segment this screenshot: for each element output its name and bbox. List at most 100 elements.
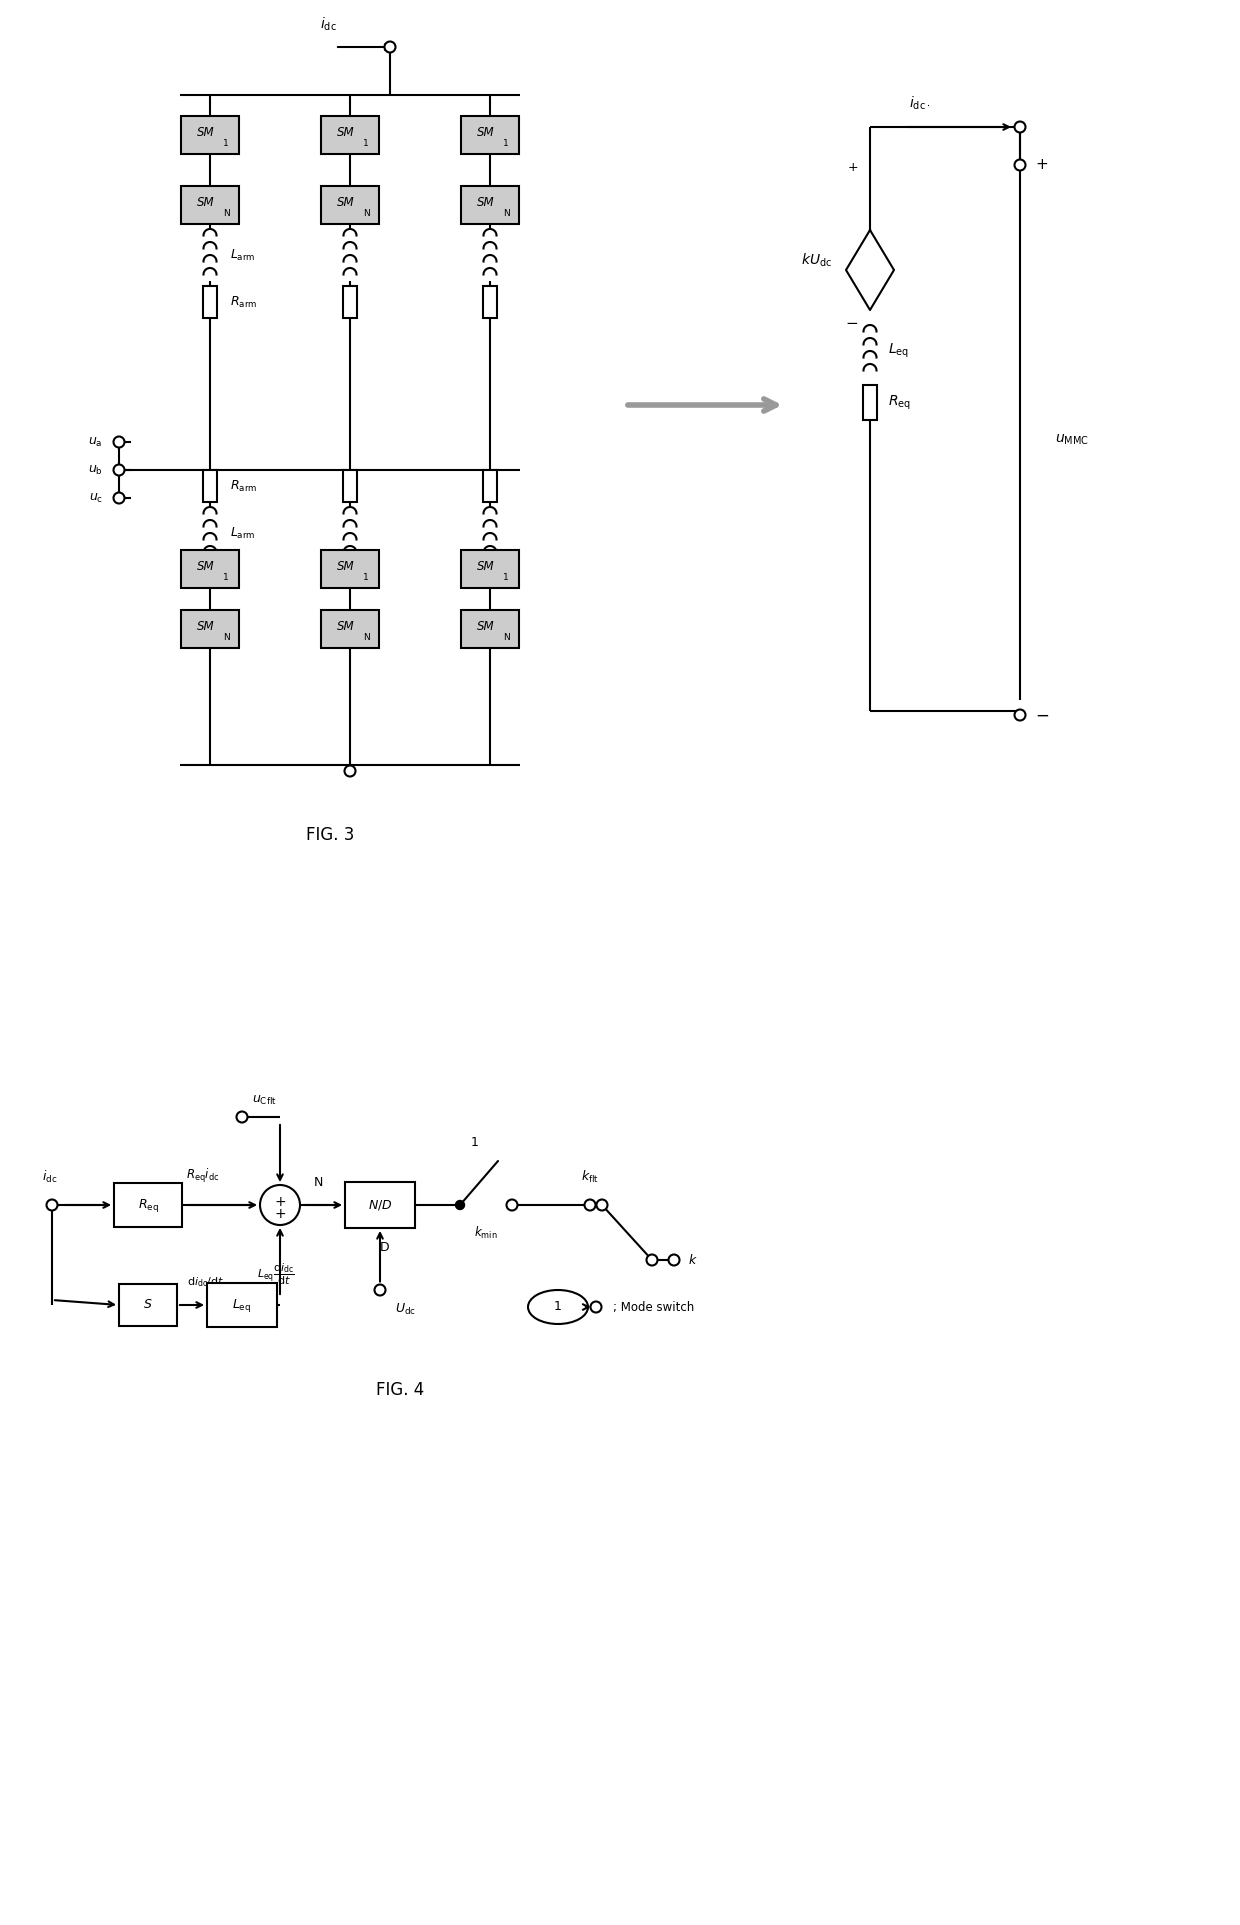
Text: SM: SM <box>197 196 215 210</box>
Text: FIG. 4: FIG. 4 <box>376 1380 424 1399</box>
Circle shape <box>114 437 124 447</box>
FancyBboxPatch shape <box>181 551 239 587</box>
FancyBboxPatch shape <box>321 551 379 587</box>
Text: $i_{\rm dc\cdot}$: $i_{\rm dc\cdot}$ <box>909 94 931 112</box>
Text: SM: SM <box>197 125 215 139</box>
Text: FIG. 3: FIG. 3 <box>306 826 355 843</box>
Text: +: + <box>847 160 858 173</box>
Text: SM: SM <box>477 125 495 139</box>
FancyBboxPatch shape <box>321 187 379 223</box>
Text: $i_{\rm dc}$: $i_{\rm dc}$ <box>42 1168 57 1186</box>
Text: 1: 1 <box>223 574 229 583</box>
Ellipse shape <box>528 1290 588 1324</box>
Circle shape <box>384 42 396 52</box>
Bar <box>863 385 877 420</box>
Circle shape <box>1014 160 1025 171</box>
Text: N: N <box>502 210 510 219</box>
Text: $R_{\rm arm}$: $R_{\rm arm}$ <box>229 479 258 493</box>
Text: $kU_{\rm dc}$: $kU_{\rm dc}$ <box>801 252 832 270</box>
FancyBboxPatch shape <box>181 116 239 154</box>
Bar <box>343 287 357 318</box>
Text: 1: 1 <box>503 574 508 583</box>
Circle shape <box>1014 121 1025 133</box>
Bar <box>343 470 357 502</box>
FancyBboxPatch shape <box>461 551 520 587</box>
Text: $k_{\rm min}$: $k_{\rm min}$ <box>474 1224 497 1242</box>
Text: 1: 1 <box>554 1301 562 1313</box>
Text: SM: SM <box>197 620 215 633</box>
Text: $R_{\rm eq}$: $R_{\rm eq}$ <box>138 1197 159 1213</box>
Text: +: + <box>1035 158 1048 173</box>
FancyBboxPatch shape <box>207 1282 277 1326</box>
Text: $R_{\rm arm}$: $R_{\rm arm}$ <box>229 295 258 310</box>
Text: +: + <box>274 1195 285 1209</box>
Text: ${\rm d}i_{\rm dc}/{\rm d}t$: ${\rm d}i_{\rm dc}/{\rm d}t$ <box>187 1274 224 1290</box>
FancyBboxPatch shape <box>461 610 520 649</box>
Bar <box>203 470 217 502</box>
FancyBboxPatch shape <box>321 610 379 649</box>
Circle shape <box>506 1199 517 1211</box>
Text: $u_{\rm Cflt}$: $u_{\rm Cflt}$ <box>252 1093 277 1107</box>
Text: ; Mode switch: ; Mode switch <box>613 1301 694 1313</box>
Text: N: N <box>362 210 370 219</box>
Text: N: N <box>502 633 510 643</box>
Text: $u_{\rm c}$: $u_{\rm c}$ <box>89 491 103 504</box>
Text: 1: 1 <box>503 139 508 148</box>
Text: $k_{\rm flt}$: $k_{\rm flt}$ <box>582 1168 599 1186</box>
Text: N: N <box>314 1176 322 1190</box>
Text: $u_{\rm a}$: $u_{\rm a}$ <box>88 435 103 449</box>
Text: $u_{\rm MMC}$: $u_{\rm MMC}$ <box>1055 433 1089 447</box>
Bar <box>484 470 497 502</box>
FancyBboxPatch shape <box>119 1284 177 1326</box>
Text: SM: SM <box>477 620 495 633</box>
FancyBboxPatch shape <box>345 1182 415 1228</box>
FancyBboxPatch shape <box>181 610 239 649</box>
Text: D: D <box>381 1242 389 1253</box>
Text: $R_{\rm eq}$: $R_{\rm eq}$ <box>888 393 911 412</box>
Text: SM: SM <box>197 560 215 574</box>
Circle shape <box>114 493 124 504</box>
Text: 1: 1 <box>471 1136 479 1149</box>
Text: N: N <box>223 633 229 643</box>
Circle shape <box>114 464 124 475</box>
Text: $u_{\rm b}$: $u_{\rm b}$ <box>88 464 103 477</box>
FancyBboxPatch shape <box>461 187 520 223</box>
Text: SM: SM <box>337 620 355 633</box>
Text: 1: 1 <box>363 139 368 148</box>
Text: $R_{\rm eq}i_{\rm dc}$: $R_{\rm eq}i_{\rm dc}$ <box>186 1167 219 1186</box>
Circle shape <box>47 1199 57 1211</box>
Circle shape <box>590 1301 601 1313</box>
Text: N: N <box>362 633 370 643</box>
Text: 1: 1 <box>363 574 368 583</box>
Circle shape <box>237 1111 248 1122</box>
Text: $L_{\rm eq}\dfrac{{\rm d}i_{\rm dc}}{{\rm d}t}$: $L_{\rm eq}\dfrac{{\rm d}i_{\rm dc}}{{\r… <box>257 1261 295 1288</box>
Circle shape <box>646 1255 657 1265</box>
Circle shape <box>584 1199 595 1211</box>
Circle shape <box>260 1186 300 1224</box>
Text: 1: 1 <box>223 139 229 148</box>
Circle shape <box>668 1255 680 1265</box>
Bar <box>203 287 217 318</box>
Text: SM: SM <box>477 196 495 210</box>
Circle shape <box>345 766 356 776</box>
FancyBboxPatch shape <box>114 1184 182 1226</box>
Text: $i_{\rm dc}$: $i_{\rm dc}$ <box>320 15 336 33</box>
Circle shape <box>374 1284 386 1296</box>
FancyBboxPatch shape <box>461 116 520 154</box>
Text: $L_{\rm eq}$: $L_{\rm eq}$ <box>232 1297 252 1313</box>
Circle shape <box>455 1201 465 1209</box>
Circle shape <box>596 1199 608 1211</box>
Text: $L_{\rm arm}$: $L_{\rm arm}$ <box>229 248 255 262</box>
Text: SM: SM <box>337 125 355 139</box>
Text: $N/D$: $N/D$ <box>368 1197 392 1213</box>
Text: $U_{\rm dc}$: $U_{\rm dc}$ <box>396 1301 415 1317</box>
Text: N: N <box>223 210 229 219</box>
Text: $S$: $S$ <box>144 1299 153 1311</box>
Text: $L_{\rm eq}$: $L_{\rm eq}$ <box>888 343 909 360</box>
Text: SM: SM <box>477 560 495 574</box>
Bar <box>484 287 497 318</box>
Text: SM: SM <box>337 196 355 210</box>
Text: $k$: $k$ <box>688 1253 698 1267</box>
Text: +: + <box>274 1207 285 1220</box>
Text: $-$: $-$ <box>1035 706 1049 724</box>
